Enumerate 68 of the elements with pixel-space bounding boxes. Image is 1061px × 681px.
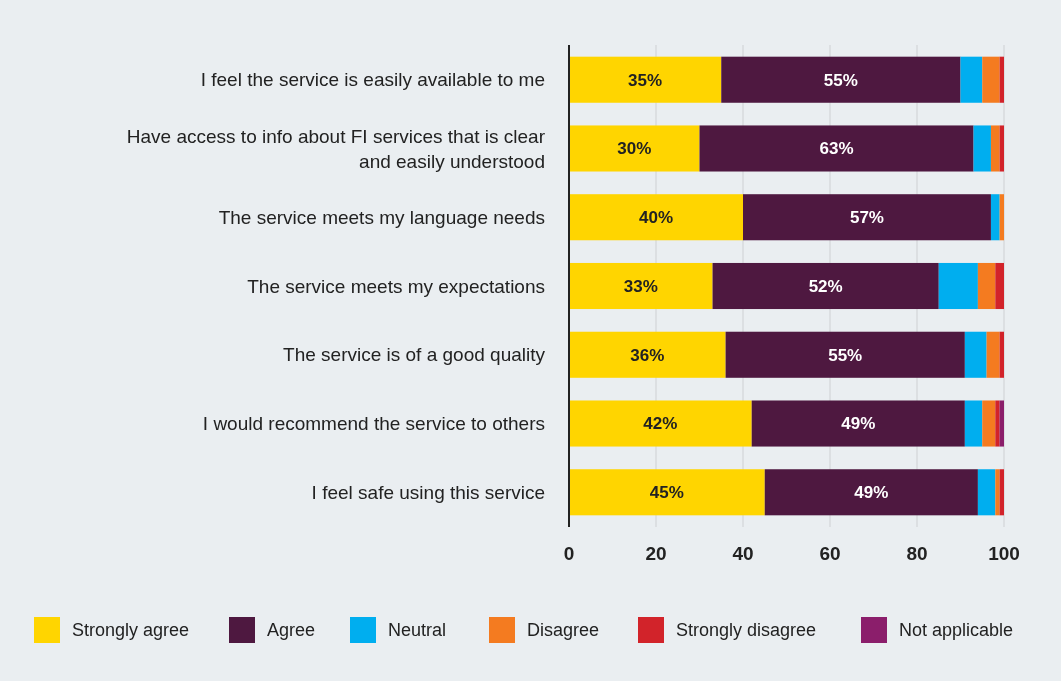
bar xyxy=(999,56,1004,103)
bar xyxy=(743,194,991,241)
legend-label: Not applicable xyxy=(899,620,1014,641)
x-tick-label: 20 xyxy=(645,543,667,564)
bar xyxy=(751,400,965,447)
bar xyxy=(999,469,1004,516)
bar xyxy=(964,400,983,447)
legend-label: Agree xyxy=(267,620,316,641)
data-label: 55% xyxy=(823,70,858,90)
data-label: 63% xyxy=(819,139,854,159)
bar xyxy=(569,331,726,378)
bar xyxy=(764,469,978,516)
bar xyxy=(569,400,752,447)
bar xyxy=(995,469,1000,516)
data-label: 42% xyxy=(643,414,678,434)
x-tick-label: 0 xyxy=(563,543,575,564)
x-tick-label: 100 xyxy=(988,543,1020,564)
data-label: 55% xyxy=(828,345,863,365)
data-label: 57% xyxy=(849,208,884,228)
bar xyxy=(995,400,1000,447)
bar xyxy=(725,331,965,378)
bar xyxy=(569,469,765,516)
bar xyxy=(999,194,1004,241)
bar xyxy=(982,400,996,447)
bar xyxy=(569,125,700,172)
bar xyxy=(938,262,978,310)
data-label: 30% xyxy=(617,139,652,159)
bar xyxy=(986,331,1000,378)
bar xyxy=(977,262,996,310)
y-tick-label: The service is of a good quality xyxy=(283,344,546,366)
x-tick-label: 80 xyxy=(906,543,928,564)
data-label: 49% xyxy=(854,483,889,503)
y-tick-label: The service meets my language needs xyxy=(218,206,545,228)
bar xyxy=(999,125,1004,172)
legend-label: Strongly agree xyxy=(72,620,190,641)
bar xyxy=(569,56,722,103)
x-tick-label: 40 xyxy=(732,543,754,564)
bar xyxy=(699,125,974,172)
data-label: 40% xyxy=(638,208,674,228)
y-tick-label: I would recommend the service to others xyxy=(202,413,545,435)
bar xyxy=(982,56,1000,103)
data-label: 35% xyxy=(628,70,663,90)
bar xyxy=(721,56,961,103)
bar xyxy=(973,125,991,172)
bar xyxy=(995,262,1004,310)
y-tick-label: The service meets my expectations xyxy=(247,275,545,297)
data-label: 52% xyxy=(808,276,843,296)
bar xyxy=(990,194,1000,241)
data-label: 49% xyxy=(841,414,876,434)
legend-label: Disagree xyxy=(527,620,600,641)
legend-label: Neutral xyxy=(388,620,447,641)
bar xyxy=(990,125,1000,172)
y-tick-label: I feel safe using this service xyxy=(311,481,545,503)
bar xyxy=(964,331,987,378)
legend-label: Strongly disagree xyxy=(676,620,817,641)
bar xyxy=(999,400,1004,447)
bar xyxy=(977,469,996,516)
data-label: 33% xyxy=(623,276,658,296)
x-tick-label: 60 xyxy=(819,543,841,564)
data-label: 36% xyxy=(630,345,665,365)
bar xyxy=(999,331,1004,378)
y-tick-label: I feel the service is easily available to me xyxy=(200,69,545,91)
y-tick-label: Have access to info about FI services that is clear and easily understood xyxy=(126,125,546,172)
data-label: 45% xyxy=(649,483,684,503)
bar xyxy=(569,194,743,241)
bar xyxy=(960,56,983,103)
bar xyxy=(569,262,713,310)
bar xyxy=(712,262,939,310)
